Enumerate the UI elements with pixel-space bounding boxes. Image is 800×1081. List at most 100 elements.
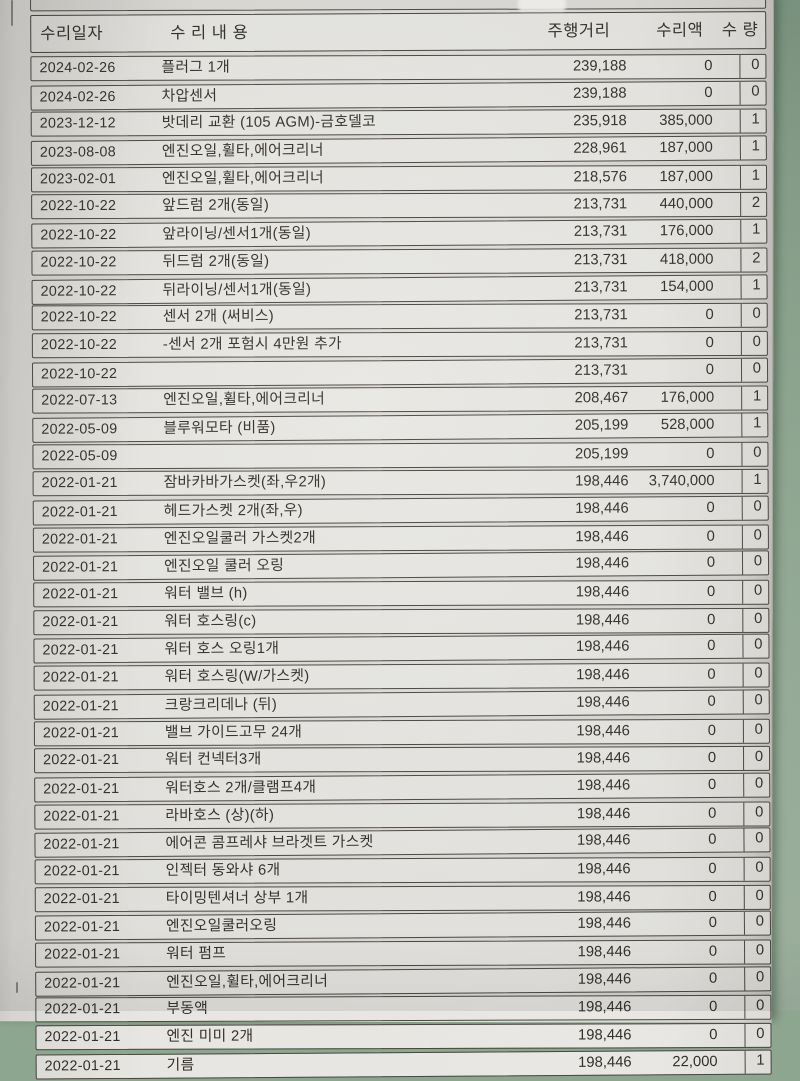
quantity-cell: 0 (739, 81, 766, 105)
repair-content-cell: 엔진오일 쿨러 오링 (163, 558, 285, 576)
repair-cost-cell: 0 (707, 750, 717, 767)
repair-content-cell: 타이밍텐셔너 상부 1개 (165, 889, 309, 907)
repair-cost-cell: 0 (704, 57, 713, 74)
table-row: 2022-01-21 워터 호스 오링1개 198,446 0 0 (33, 633, 770, 664)
mileage-cell: 239,188 (573, 85, 627, 102)
table-row: 2022-01-21 엔진오일쿨러오링 198,446 0 0 (34, 910, 772, 941)
quantity-cell: 1 (744, 1050, 771, 1074)
cost-qty-gap (717, 470, 742, 493)
table-row: 2023-08-08 엔진오일,휠타,에어크리너 228,961 187,000… (30, 135, 767, 166)
repair-content-cell: 워터 호스링(W/가스켓) (164, 668, 310, 686)
repair-cost-cell: 0 (704, 84, 713, 101)
repair-date-cell: 2022-01-21 (42, 585, 119, 603)
cost-qty-gap (715, 137, 740, 160)
table-row: 2022-01-21 엔진오일,휠타,에어크리너 198,446 0 0 (35, 965, 772, 997)
repair-cost-cell: 0 (705, 361, 715, 378)
table-row: 2022-10-22 센서 2개 (써비스) 213,731 0 0 (31, 302, 768, 331)
repair-cost-cell: 0 (709, 999, 718, 1016)
table-row: 2022-01-21 워터 컨넥터3개 198,446 0 0 (34, 746, 771, 773)
quantity-cell: 0 (744, 1023, 771, 1047)
cost-qty-gap (718, 747, 743, 770)
quantity-cell: 0 (743, 857, 770, 881)
repair-content-cell: 블루워모타 (비품) (163, 419, 276, 437)
repair-cost-cell: 0 (708, 860, 717, 877)
cost-qty-gap (717, 497, 742, 520)
quantity-cell: 0 (741, 496, 768, 520)
quantity-cell: 0 (740, 331, 767, 355)
mileage-cell: 213,731 (573, 196, 628, 213)
quantity-cell: 1 (741, 470, 768, 493)
repair-cost-cell: 0 (709, 1026, 718, 1043)
cost-qty-gap (715, 193, 740, 216)
repair-date-cell: 2022-10-22 (40, 282, 117, 300)
repair-content-cell: 뒤라이닝/센서1개(동일) (162, 281, 312, 299)
cost-qty-gap (719, 912, 744, 935)
mileage-cell: 213,731 (573, 251, 628, 268)
quantity-cell: 1 (739, 165, 767, 189)
repair-cost-cell: 0 (708, 943, 718, 960)
table-row: 2022-01-21 에어콘 콤프레샤 브라겟트 가스켓 198,446 0 0 (34, 827, 771, 858)
quantity-cell: 0 (741, 551, 769, 575)
table-rows: 2024-02-26 플러그 1개 239,188 0 0 2024-02-26… (30, 53, 772, 1079)
repair-content-cell: 엔진오일,휠타,에어크리너 (163, 391, 326, 409)
repair-cost-cell: 3,740,000 (648, 473, 715, 490)
mileage-cell: 213,731 (574, 278, 628, 296)
quantity-cell: 0 (742, 663, 769, 687)
glare-patch (518, 0, 566, 11)
repair-content-cell: 엔진오일쿨러오링 (165, 918, 278, 935)
repair-content-cell: 엔진오일,휠타,에어크리너 (161, 142, 324, 160)
mileage-cell: 198,446 (577, 860, 631, 878)
cost-qty-gap (717, 525, 742, 548)
header-repair-content: 수 리 내 용 (170, 23, 249, 43)
quantity-cell: 0 (743, 773, 770, 797)
repair-date-cell: 2023-12-12 (39, 115, 116, 132)
table-row: 2022-01-21 기름 198,446 22,000 1 (35, 1049, 772, 1079)
quantity-cell: 2 (740, 193, 767, 217)
repair-content-cell: 엔진오일,휠타,에어크리너 (166, 973, 329, 991)
repair-history-table: 수리일자 수 리 내 용 주행거리 수리액 수 량 2024-02-26 플러그… (30, 0, 772, 1081)
table-row: 2023-12-12 밧데리 교환 (105 AGM)-금호델코 235,918… (30, 108, 767, 137)
repair-cost-cell: 176,000 (659, 222, 714, 240)
quantity-cell: 0 (742, 719, 769, 742)
mileage-cell: 198,446 (575, 584, 630, 601)
mileage-cell: 198,446 (576, 722, 630, 739)
repair-date-cell: 2022-01-21 (43, 919, 121, 936)
repair-content-cell: 워터 밸브 (h) (164, 585, 248, 602)
quantity-cell: 1 (739, 109, 766, 133)
mileage-cell: 198,446 (577, 888, 631, 905)
mileage-cell: 198,446 (578, 1054, 632, 1071)
cost-qty-gap (714, 55, 739, 78)
cost-qty-gap (719, 886, 744, 909)
repair-date-cell: 2022-01-21 (43, 890, 120, 907)
mileage-cell: 198,446 (575, 473, 629, 490)
repair-content-cell: 앞라이닝/센서1개(동일) (162, 225, 311, 243)
mileage-cell: 239,188 (572, 58, 627, 75)
table-row: 2022-01-21 워터 호스링(c) 198,446 0 0 (33, 607, 770, 635)
table-row: 2024-02-26 차압센서 239,188 0 0 (30, 80, 767, 110)
table-row: 2022-07-13 엔진오일,휠타,에어크리너 208,467 176,000… (32, 385, 769, 414)
repair-date-cell: 2022-01-21 (42, 697, 119, 715)
table-row: 2022-10-22 뒤라이닝/센서1개(동일) 213,731 154,000… (31, 273, 768, 304)
mileage-cell: 213,731 (573, 223, 628, 240)
repair-date-cell: 2023-02-01 (39, 170, 117, 187)
mileage-cell: 213,731 (574, 361, 629, 379)
mileage-cell: 198,446 (576, 805, 631, 822)
repair-date-cell: 2022-01-21 (43, 780, 120, 798)
repair-date-cell: 2022-01-21 (42, 642, 119, 659)
mileage-cell: 198,446 (576, 750, 631, 767)
table-row: 2022-01-21 타이밍텐셔너 상부 1개 198,446 0 0 (34, 884, 771, 912)
repair-date-cell: 2022-01-21 (43, 751, 120, 769)
mileage-cell: 198,446 (576, 666, 630, 684)
repair-cost-cell: 154,000 (660, 278, 714, 295)
repair-content-cell: 밧데리 교환 (105 AGM)-금호델코 (161, 114, 377, 132)
mileage-cell: 205,199 (574, 445, 629, 462)
repair-cost-cell: 0 (708, 915, 717, 932)
repair-date-cell: 2022-10-22 (40, 365, 118, 382)
quantity-cell: 0 (739, 54, 766, 78)
cut-off-row (30, 0, 767, 12)
cost-qty-gap (718, 774, 743, 797)
cost-qty-gap (719, 1024, 744, 1047)
paper-crease-mark (11, 0, 13, 26)
repair-date-cell: 2024-02-26 (39, 88, 116, 105)
